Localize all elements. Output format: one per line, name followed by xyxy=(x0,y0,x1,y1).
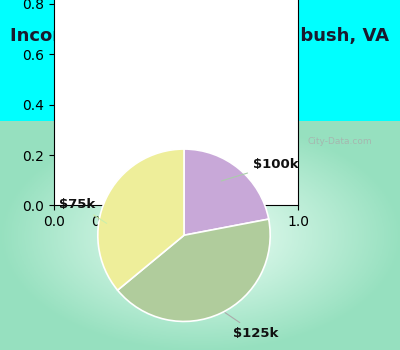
Text: $75k: $75k xyxy=(59,198,107,223)
Wedge shape xyxy=(118,219,270,321)
Wedge shape xyxy=(98,149,184,290)
Text: $125k: $125k xyxy=(225,313,278,340)
Text: White residents: White residents xyxy=(128,83,272,98)
Text: City-Data.com: City-Data.com xyxy=(307,137,372,146)
Text: Income distribution in Greenbush, VA
(%): Income distribution in Greenbush, VA (%) xyxy=(10,27,390,67)
Wedge shape xyxy=(184,149,269,235)
Text: $100k: $100k xyxy=(221,158,298,181)
